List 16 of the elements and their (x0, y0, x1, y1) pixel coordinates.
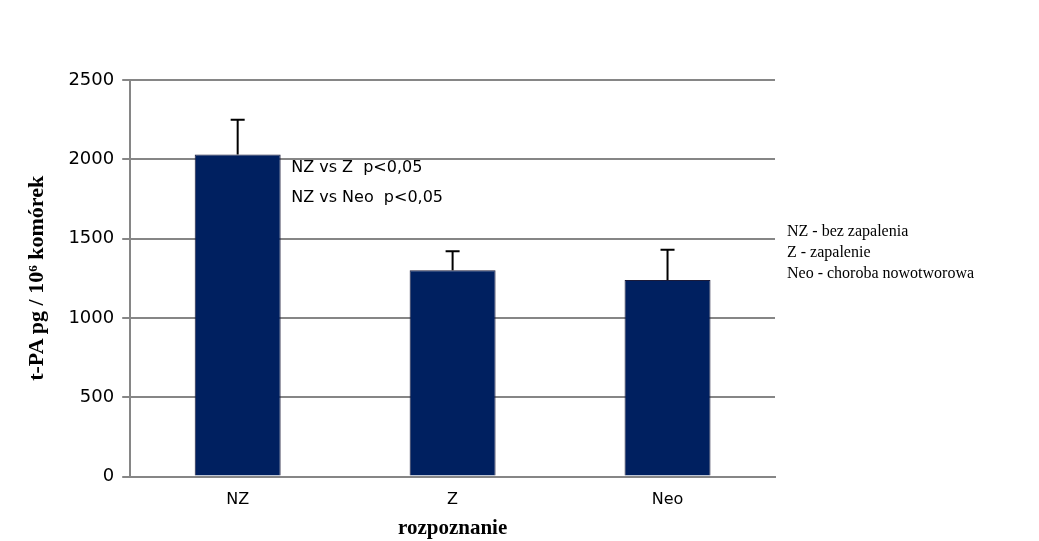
x-axis-title: rozpoznanie (397, 514, 508, 539)
y-tick-label: 1000 (68, 305, 115, 327)
y-tick-label: 2500 (68, 67, 115, 89)
y-axis-title: t-PA pg / 10⁶ komórek (22, 175, 48, 381)
x-tick-label: NZ (226, 489, 250, 509)
text: Z - zapalenie (787, 243, 871, 262)
y-tick-label: 500 (79, 384, 115, 406)
text: NZ - bez zapalenia (787, 222, 909, 241)
x-tick-label: Neo (651, 489, 684, 509)
y-tick-label: 0 (102, 464, 115, 486)
x-tick-label: Z (447, 489, 459, 509)
text: Neo - choroba nowotworowa (787, 264, 975, 282)
annotation: NZ vs Z p<0,05 (291, 157, 423, 177)
annotation: NZ vs Neo p<0,05 (291, 187, 444, 207)
y-tick-label: 2000 (68, 146, 115, 168)
y-tick-label: 1500 (68, 226, 115, 248)
